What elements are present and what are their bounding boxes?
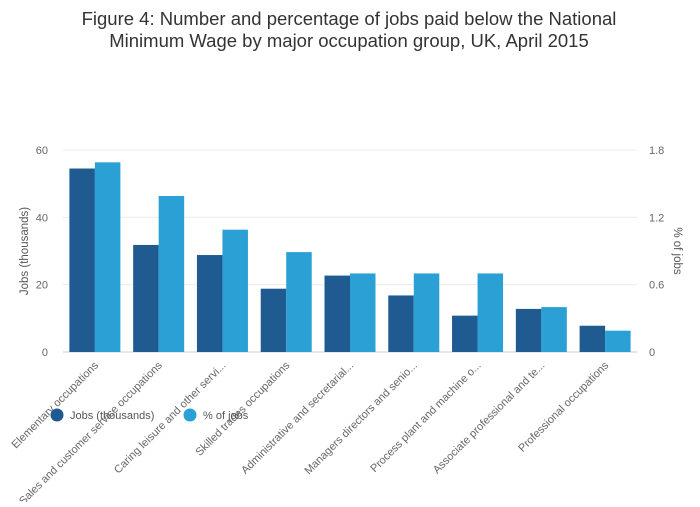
jobs-bar[interactable] bbox=[579, 325, 606, 352]
left-tick-label: 60 bbox=[36, 145, 48, 157]
category-label: Sales and customer service occupations bbox=[17, 359, 165, 502]
right-tick-label: 1.2 bbox=[649, 212, 664, 224]
percent-bar[interactable] bbox=[477, 273, 504, 352]
left-axis-ticks: 0 20 40 60 bbox=[36, 145, 48, 359]
right-tick-label: 1.8 bbox=[649, 145, 664, 157]
percent-bar[interactable] bbox=[350, 273, 376, 352]
left-axis-label: Jobs (thousands) bbox=[19, 207, 31, 295]
jobs-bar[interactable] bbox=[388, 295, 414, 352]
left-tick-label: 0 bbox=[42, 347, 48, 359]
category-label: Process plant and machine o... bbox=[368, 360, 483, 475]
category-label: Managers directors and senio... bbox=[302, 360, 419, 477]
chart-title: Figure 4: Number and percentage of jobs … bbox=[82, 8, 617, 51]
left-tick-label: 40 bbox=[36, 212, 48, 224]
chart-title-line-2: Minimum Wage by major occupation group, … bbox=[109, 30, 589, 51]
percent-bar[interactable] bbox=[222, 229, 248, 352]
category-label: Administrative and secretarial... bbox=[239, 360, 356, 477]
left-tick-label: 20 bbox=[36, 280, 48, 292]
legend-label[interactable]: % of jobs bbox=[203, 410, 249, 422]
jobs-bar[interactable] bbox=[260, 288, 287, 352]
jobs-bar[interactable] bbox=[133, 244, 159, 352]
percent-bar[interactable] bbox=[413, 273, 440, 352]
right-tick-label: 0.6 bbox=[649, 280, 664, 292]
jobs-bar[interactable] bbox=[515, 308, 542, 352]
bars bbox=[69, 162, 631, 352]
percent-bar[interactable] bbox=[158, 196, 185, 352]
right-axis-label: % of jobs bbox=[671, 227, 683, 275]
percent-bar[interactable] bbox=[94, 162, 121, 352]
percent-bar[interactable] bbox=[541, 307, 567, 352]
right-tick-label: 0 bbox=[649, 347, 655, 359]
jobs-bar[interactable] bbox=[69, 168, 95, 352]
category-label: Associate professional and te... bbox=[431, 360, 548, 477]
jobs-bar[interactable] bbox=[452, 315, 478, 352]
percent-bar[interactable] bbox=[605, 330, 631, 352]
legend-label[interactable]: Jobs (thousands) bbox=[70, 410, 154, 422]
right-axis-ticks: 0 0.6 1.2 1.8 bbox=[649, 145, 664, 359]
legend-swatch[interactable] bbox=[183, 408, 197, 422]
percent-bar[interactable] bbox=[286, 252, 312, 352]
chart-title-line-1: Figure 4: Number and percentage of jobs … bbox=[82, 8, 617, 29]
legend-swatch[interactable] bbox=[50, 408, 64, 422]
jobs-bar[interactable] bbox=[196, 255, 223, 352]
legend: Jobs (thousands) % of jobs bbox=[50, 408, 249, 422]
jobs-bar[interactable] bbox=[324, 275, 351, 352]
